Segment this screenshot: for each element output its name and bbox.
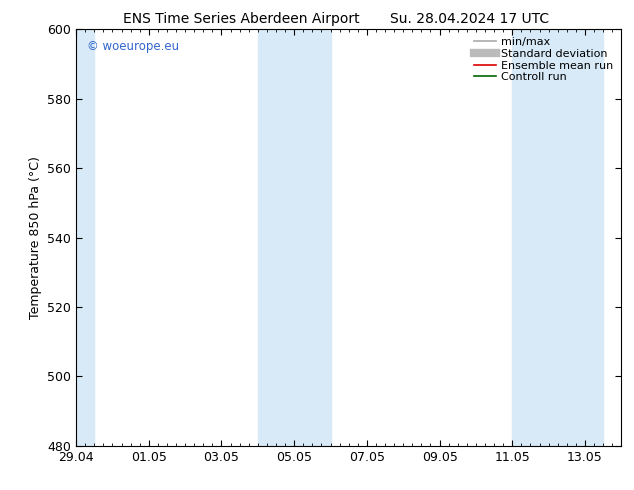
Bar (258, 29, 330, 446)
Bar (72, 29, 94, 446)
Legend: min/max, Standard deviation, Ensemble mean run, Controll run: min/max, Standard deviation, Ensemble me… (471, 35, 616, 84)
Text: © woeurope.eu: © woeurope.eu (87, 40, 179, 53)
Y-axis label: Temperature 850 hPa (°C): Temperature 850 hPa (°C) (29, 156, 42, 319)
Text: Su. 28.04.2024 17 UTC: Su. 28.04.2024 17 UTC (390, 12, 548, 26)
Bar (512, 29, 603, 446)
Text: ENS Time Series Aberdeen Airport: ENS Time Series Aberdeen Airport (122, 12, 359, 26)
